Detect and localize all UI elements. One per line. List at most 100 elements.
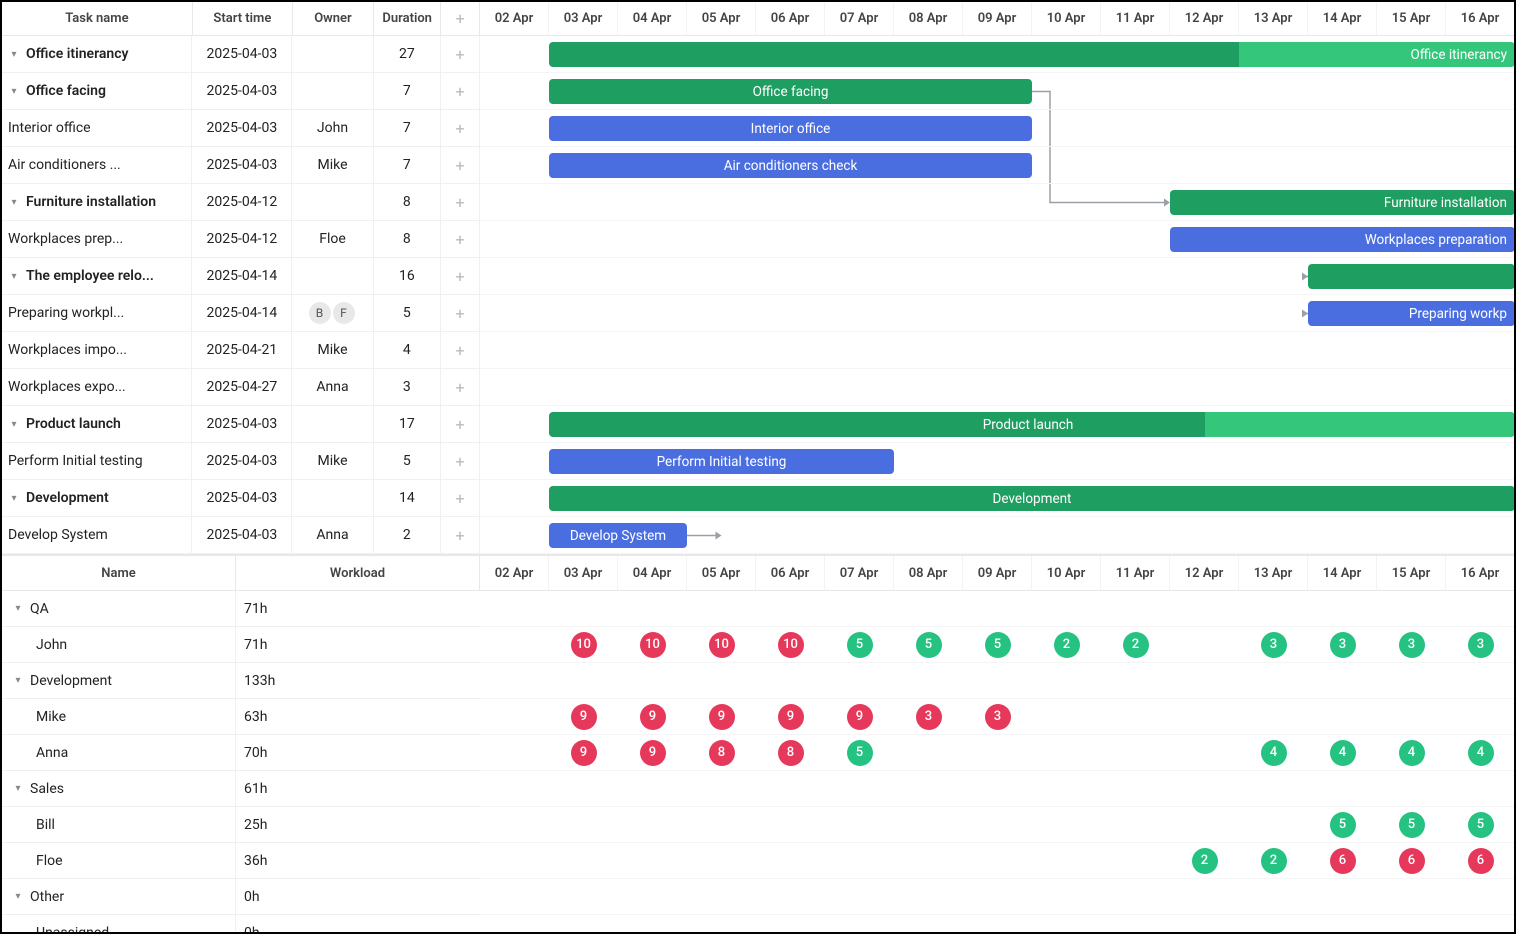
task-bar[interactable]: Develop System: [549, 523, 687, 548]
workload-name-cell[interactable]: Unassigned: [2, 915, 236, 934]
expand-toggle-icon[interactable]: ▾: [8, 85, 20, 97]
task-name-cell[interactable]: Develop System: [2, 517, 192, 553]
workload-bubble[interactable]: 4: [1468, 740, 1494, 766]
expand-toggle-icon[interactable]: ▾: [8, 418, 20, 430]
summary-bar[interactable]: Office facing: [549, 79, 1032, 104]
task-name-cell[interactable]: ▾Office facing: [2, 73, 192, 109]
add-icon[interactable]: +: [456, 119, 465, 138]
start-date-cell[interactable]: 2025-04-12: [192, 221, 292, 257]
task-row[interactable]: Workplaces expo...2025-04-27Anna3+: [2, 369, 480, 406]
add-subtask-cell[interactable]: +: [441, 110, 480, 146]
start-date-cell[interactable]: 2025-04-12: [192, 184, 292, 220]
timeline-row[interactable]: Preparing workp: [480, 295, 1514, 332]
task-row[interactable]: ▾Office facing2025-04-037+: [2, 73, 480, 110]
workload-group-row[interactable]: ▾Development133h: [2, 663, 480, 699]
col-task-name[interactable]: Task name: [2, 2, 193, 35]
duration-cell[interactable]: 27: [374, 36, 442, 72]
add-icon[interactable]: +: [456, 489, 465, 508]
summary-bar[interactable]: Office itinerancy: [549, 42, 1514, 67]
start-date-cell[interactable]: 2025-04-03: [192, 36, 292, 72]
start-date-cell[interactable]: 2025-04-14: [192, 258, 292, 294]
owner-cell[interactable]: [292, 258, 373, 294]
workload-person-row[interactable]: John71h: [2, 627, 480, 663]
workload-bubble[interactable]: 9: [571, 704, 597, 730]
start-date-cell[interactable]: 2025-04-03: [192, 480, 292, 516]
workload-bubble[interactable]: 4: [1261, 740, 1287, 766]
task-name-cell[interactable]: Interior office: [2, 110, 192, 146]
owner-cell[interactable]: Anna: [292, 369, 373, 405]
timeline-row[interactable]: Office facing: [480, 73, 1514, 110]
add-icon[interactable]: +: [456, 304, 465, 323]
owner-cell[interactable]: [292, 184, 373, 220]
workload-bubble[interactable]: 6: [1330, 848, 1356, 874]
owner-cell[interactable]: [292, 480, 373, 516]
timeline-row[interactable]: Workplaces preparation: [480, 221, 1514, 258]
add-subtask-cell[interactable]: +: [441, 147, 480, 183]
start-date-cell[interactable]: 2025-04-14: [192, 295, 292, 331]
workload-person-row[interactable]: Bill25h: [2, 807, 480, 843]
task-row[interactable]: Perform Initial testing2025-04-03Mike5+: [2, 443, 480, 480]
timeline-row[interactable]: Develop System: [480, 517, 1514, 554]
duration-cell[interactable]: 8: [374, 221, 442, 257]
workload-name-cell[interactable]: ▾Sales: [2, 771, 236, 806]
task-name-cell[interactable]: ▾Office itinerancy: [2, 36, 192, 72]
workload-bubble[interactable]: 8: [709, 740, 735, 766]
task-name-cell[interactable]: ▾Furniture installation: [2, 184, 192, 220]
add-subtask-cell[interactable]: +: [441, 332, 480, 368]
timeline-row[interactable]: Development: [480, 480, 1514, 517]
add-icon[interactable]: +: [456, 267, 465, 286]
owner-cell[interactable]: Mike: [292, 147, 373, 183]
expand-toggle-icon[interactable]: ▾: [12, 603, 24, 615]
owner-cell[interactable]: Floe: [292, 221, 373, 257]
add-icon[interactable]: +: [456, 230, 465, 249]
add-subtask-cell[interactable]: +: [441, 258, 480, 294]
workload-bubble[interactable]: 3: [1261, 632, 1287, 658]
expand-toggle-icon[interactable]: ▾: [8, 270, 20, 282]
col-owner[interactable]: Owner: [293, 2, 374, 35]
workload-bubble[interactable]: 2: [1123, 632, 1149, 658]
add-column-icon[interactable]: +: [456, 9, 465, 28]
owner-cell[interactable]: [292, 73, 373, 109]
owner-cell[interactable]: BF: [292, 295, 373, 331]
col-name[interactable]: Name: [2, 556, 236, 590]
duration-cell[interactable]: 5: [374, 443, 442, 479]
task-name-cell[interactable]: ▾Product launch: [2, 406, 192, 442]
task-row[interactable]: Develop System2025-04-03Anna2+: [2, 517, 480, 554]
workload-bubble[interactable]: 3: [916, 704, 942, 730]
expand-toggle-icon[interactable]: ▾: [12, 891, 24, 903]
workload-group-row[interactable]: ▾QA71h: [2, 591, 480, 627]
task-row[interactable]: Workplaces prep...2025-04-12Floe8+: [2, 221, 480, 258]
task-name-cell[interactable]: Workplaces impo...: [2, 332, 192, 368]
task-row[interactable]: ▾Office itinerancy2025-04-0327+: [2, 36, 480, 73]
add-icon[interactable]: +: [456, 193, 465, 212]
workload-name-cell[interactable]: ▾Other: [2, 879, 236, 914]
start-date-cell[interactable]: 2025-04-03: [192, 517, 292, 553]
workload-bubble[interactable]: 10: [778, 632, 804, 658]
add-icon[interactable]: +: [456, 341, 465, 360]
task-bar[interactable]: Preparing workp: [1308, 301, 1514, 326]
workload-bubble[interactable]: 3: [1468, 632, 1494, 658]
task-bar[interactable]: Interior office: [549, 116, 1032, 141]
workload-bubble[interactable]: 9: [571, 740, 597, 766]
workload-group-row[interactable]: ▾Other0h: [2, 879, 480, 915]
workload-bubble[interactable]: 8: [778, 740, 804, 766]
expand-toggle-icon[interactable]: ▾: [12, 783, 24, 795]
summary-bar[interactable]: Furniture installation: [1170, 190, 1514, 215]
start-date-cell[interactable]: 2025-04-27: [192, 369, 292, 405]
timeline-row[interactable]: Product launch: [480, 406, 1514, 443]
add-subtask-cell[interactable]: +: [441, 221, 480, 257]
workload-bubble[interactable]: 5: [1468, 812, 1494, 838]
col-workload[interactable]: Workload: [236, 556, 480, 590]
workload-bubble[interactable]: 2: [1261, 848, 1287, 874]
task-row[interactable]: Interior office2025-04-03John7+: [2, 110, 480, 147]
workload-bubble[interactable]: 9: [640, 740, 666, 766]
timeline-row[interactable]: [480, 332, 1514, 369]
workload-bubble[interactable]: 5: [916, 632, 942, 658]
expand-toggle-icon[interactable]: ▾: [8, 196, 20, 208]
duration-cell[interactable]: 14: [374, 480, 442, 516]
timeline-row[interactable]: Furniture installation: [480, 184, 1514, 221]
task-name-cell[interactable]: Air conditioners ...: [2, 147, 192, 183]
workload-bubble[interactable]: 2: [1054, 632, 1080, 658]
task-row[interactable]: ▾Product launch2025-04-0317+: [2, 406, 480, 443]
add-icon[interactable]: +: [456, 526, 465, 545]
